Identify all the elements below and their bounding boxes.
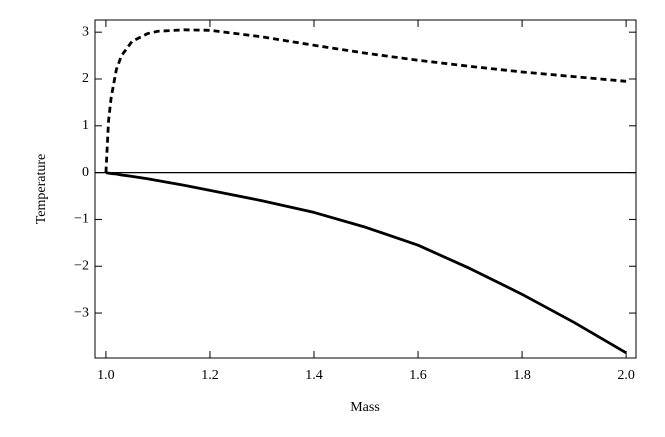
x-tick-label: 1.0 <box>97 368 115 383</box>
x-axis-label: Mass <box>350 400 380 415</box>
y-tick-label: −3 <box>74 305 89 320</box>
y-tick-label: 0 <box>82 165 89 180</box>
y-tick-label: 3 <box>82 24 89 39</box>
x-tick-label: 1.4 <box>305 368 323 383</box>
series-line <box>104 28 627 173</box>
y-tick-label: 1 <box>82 118 89 133</box>
x-tick-label: 1.8 <box>513 368 531 383</box>
plot-frame <box>94 19 637 359</box>
x-tick-label: 2.0 <box>617 368 635 383</box>
y-axis-label: Temperature <box>34 154 49 225</box>
series-line <box>105 171 627 355</box>
y-tick-label: −1 <box>74 212 89 227</box>
x-tick-label: 1.2 <box>201 368 219 383</box>
y-tick-label: −2 <box>74 258 89 273</box>
x-tick-label: 1.6 <box>409 368 427 383</box>
y-tick-label: 2 <box>82 71 89 86</box>
